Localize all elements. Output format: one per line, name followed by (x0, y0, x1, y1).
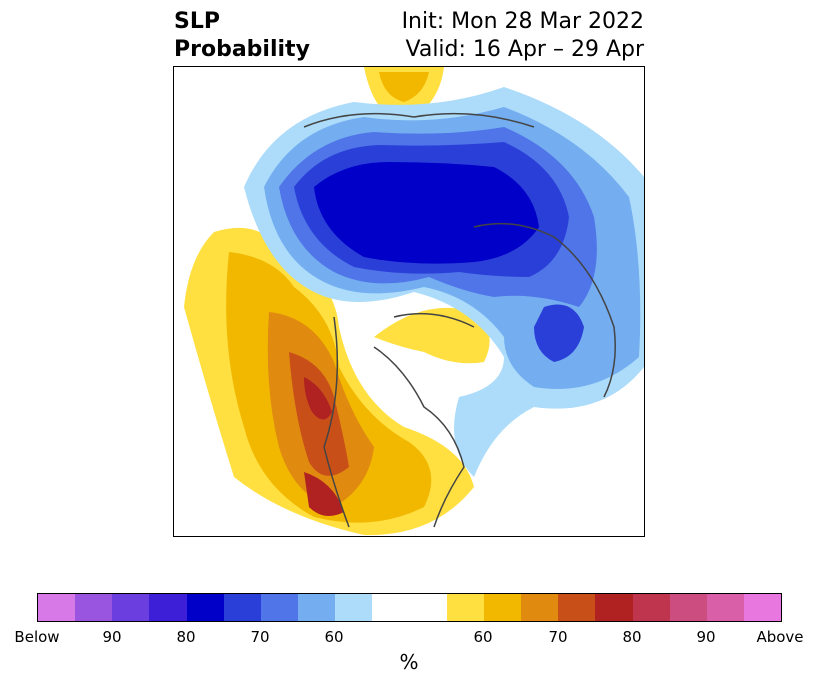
colorbar-segment (521, 594, 559, 621)
chart-title: SLP Probability (174, 8, 310, 64)
init-label: Init: Mon 28 Mar 2022 (401, 9, 644, 34)
colorbar-segment (298, 594, 336, 621)
colorbar-segment (335, 594, 373, 621)
colorbar-segment (743, 594, 782, 621)
colorbar-segment (483, 594, 522, 621)
colorbar-segment (112, 594, 150, 621)
colorbar-tick-label: 90 (102, 628, 122, 646)
colorbar-segment (706, 594, 744, 621)
colorbar-segment (149, 594, 187, 621)
colorbar-tick-label: 70 (548, 628, 568, 646)
below-region-east (534, 304, 584, 362)
colorbar-segment (669, 594, 707, 621)
colorbar-tick-label: 80 (176, 628, 196, 646)
title-line-1: SLP (174, 9, 220, 34)
run-info: Init: Mon 28 Mar 2022 Valid: 16 Apr – 29… (402, 8, 644, 64)
colorbar-unit-label: % (399, 650, 419, 674)
colorbar-tick-label: 80 (622, 628, 642, 646)
coastlines (303, 112, 616, 528)
colorbar-segment (595, 594, 633, 621)
colorbar-segment (75, 594, 113, 621)
title-line-2: Probability (174, 37, 310, 62)
colorbar-segment (632, 594, 670, 621)
map-panel (173, 66, 645, 537)
above-region-max-south (304, 472, 344, 516)
colorbar-segment (186, 594, 224, 621)
colorbar-tick-label: 90 (696, 628, 716, 646)
colorbar (37, 593, 782, 622)
below-region-strong (314, 162, 539, 264)
colorbar-segment (372, 594, 410, 621)
colorbar-segment (558, 594, 596, 621)
colorbar-segment (409, 594, 447, 621)
colorbar-tick-label: Below (14, 628, 60, 646)
colorbar-tick-label: 60 (324, 628, 344, 646)
above-region-north-pole-core (379, 72, 429, 102)
colorbar-segment (38, 594, 76, 621)
colorbar-tick-label: Above (756, 628, 804, 646)
colorbar-tick-label: 60 (473, 628, 493, 646)
colorbar-segment (260, 594, 299, 621)
valid-label: Valid: 16 Apr – 29 Apr (405, 37, 645, 62)
colorbar-segment (446, 594, 484, 621)
above-region-max (304, 377, 332, 420)
colorbar-segment (223, 594, 261, 621)
colorbar-tick-label: 70 (250, 628, 270, 646)
probability-map (174, 67, 644, 536)
